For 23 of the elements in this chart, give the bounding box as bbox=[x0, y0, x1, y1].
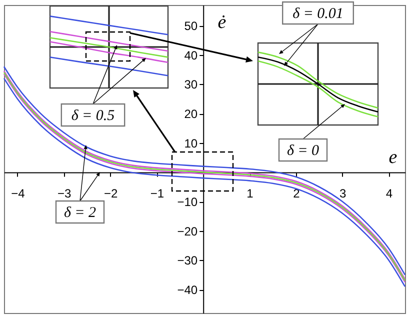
y-tick-label: −30 bbox=[177, 254, 198, 268]
x-tick-label: −2 bbox=[104, 186, 118, 201]
annotation: δ = 0 bbox=[286, 143, 320, 159]
annotation: δ = 0.5 bbox=[71, 108, 116, 124]
y-tick-label: 50 bbox=[184, 19, 198, 34]
y-tick-label: 40 bbox=[184, 48, 198, 62]
x-tick-label: 1 bbox=[246, 186, 254, 201]
x-tick-label: 3 bbox=[340, 186, 346, 201]
x-axis-title: e bbox=[388, 147, 398, 168]
y-tick-label: −20 bbox=[177, 224, 198, 238]
x-tick-label: −4 bbox=[11, 186, 26, 201]
annotation: δ = 2 bbox=[64, 205, 97, 221]
x-tick-label: 2 bbox=[293, 186, 300, 201]
y-tick-label: 30 bbox=[184, 78, 198, 92]
y-tick-label: −40 bbox=[177, 283, 198, 298]
y-tick-label: 20 bbox=[184, 107, 198, 122]
y-tick-label: 10 bbox=[184, 136, 198, 150]
x-tick-label: 4 bbox=[386, 186, 393, 201]
x-tick-label: −3 bbox=[58, 186, 72, 201]
x-tick-label: −1 bbox=[150, 186, 164, 201]
annotation: δ = 0.01 bbox=[292, 6, 344, 22]
y-axis-title: ė bbox=[218, 12, 226, 33]
y-tick-label: −10 bbox=[177, 195, 198, 210]
